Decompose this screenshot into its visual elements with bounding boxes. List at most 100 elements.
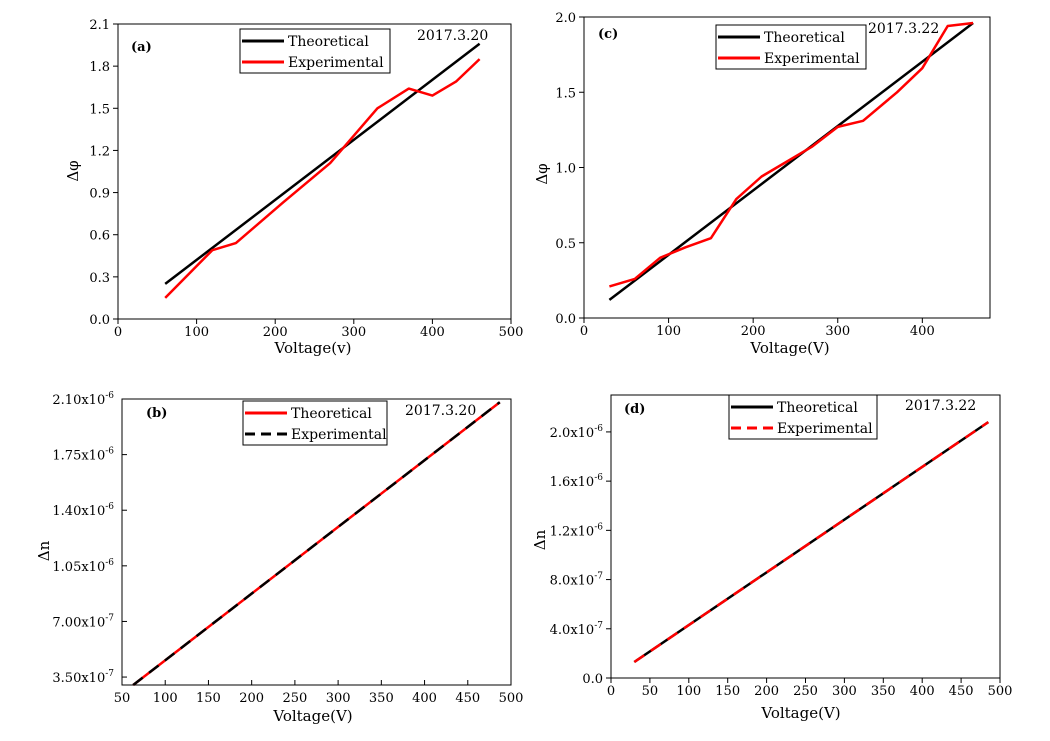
x-tick-label: 200 xyxy=(239,691,264,706)
chart-panel-b: 50 100 150 200 250 300 350 400 450 500 3.50x10-7 7.… xyxy=(35,391,523,725)
x-tick-label: 0 xyxy=(114,325,122,340)
x-tick-label: 200 xyxy=(754,684,779,699)
legend-label-theoretical: Theoretical xyxy=(288,34,369,50)
date-label: 2017.3.20 xyxy=(405,403,476,419)
x-tick-label: 300 xyxy=(832,684,857,699)
x-tick-label: 200 xyxy=(741,324,766,339)
x-tick-label: 100 xyxy=(656,324,681,339)
y-tick-label: 2.0 xyxy=(555,11,576,26)
date-label: 2017.3.22 xyxy=(868,21,939,37)
x-tick-label: 150 xyxy=(715,684,740,699)
x-tick-label: 150 xyxy=(196,691,221,706)
x-axis-title: Voltage(V) xyxy=(749,339,829,357)
legend: Theoretical Experimental xyxy=(242,400,388,446)
legend-box xyxy=(242,400,388,446)
y-tick-label: 3.50x10-7 xyxy=(52,669,114,686)
y-axis-title: Δn xyxy=(531,529,549,550)
legend-box xyxy=(239,28,391,74)
y-tick-label: 1.75x10-6 xyxy=(52,447,114,464)
legend-label-experimental: Experimental xyxy=(777,421,873,437)
plot-frame xyxy=(121,398,512,686)
y-tick-label: 8.0x10-7 xyxy=(550,572,604,589)
series-line-experimental xyxy=(132,401,501,686)
y-tick-label: 0.6 xyxy=(89,229,110,244)
legend-label-experimental: Experimental xyxy=(288,55,384,71)
x-tick-label: 0 xyxy=(580,324,588,339)
x-tick-label: 50 xyxy=(642,684,659,699)
y-tick-label: 1.0 xyxy=(555,162,576,177)
x-axis-title: Voltage(V) xyxy=(272,707,352,725)
date-label: 2017.3.20 xyxy=(417,28,488,44)
panel-label: (d) xyxy=(624,402,645,417)
y-tick-label: 0.0 xyxy=(582,672,603,687)
chart-panel-d: 0 50 100 150 200 250 300 350 400 450 500 0.0 4.0x10-… xyxy=(531,394,1013,722)
x-tick-label: 250 xyxy=(282,691,307,706)
y-tick-label: 0.9 xyxy=(89,187,110,202)
x-axis-title: Voltage(v) xyxy=(274,339,352,357)
x-tick-label: 300 xyxy=(341,325,366,340)
x-tick-label: 250 xyxy=(793,684,818,699)
y-tick-label: 0.5 xyxy=(555,237,576,252)
x-tick-label: 400 xyxy=(412,691,437,706)
y-axis-title: Δn xyxy=(35,540,53,561)
x-tick-label: 450 xyxy=(455,691,480,706)
y-tick-label: 2.10x10-6 xyxy=(52,391,114,408)
x-tick-label: 500 xyxy=(499,691,524,706)
x-axis-title: Voltage(V) xyxy=(760,704,840,722)
y-tick-label: 7.00x10-7 xyxy=(52,613,114,630)
y-tick-label: 1.6x10-6 xyxy=(550,473,604,490)
legend-label-experimental: Experimental xyxy=(764,51,860,67)
y-tick-label: 1.5 xyxy=(555,86,576,101)
chart-panel-a: 0 100 200 300 400 500 0.0 0.3 0.6 0.9 1.2 1.5 1.8 2.1… xyxy=(64,18,523,357)
x-tick-label: 400 xyxy=(910,684,935,699)
y-tick-label: 1.8 xyxy=(89,60,110,75)
x-tick-label: 50 xyxy=(114,691,131,706)
legend: Theoretical Experimental xyxy=(728,394,878,440)
legend-label-theoretical: Theoretical xyxy=(777,400,858,416)
x-tick-label: 100 xyxy=(184,325,209,340)
y-axis-title: Δφ xyxy=(533,163,551,184)
y-tick-label: 1.05x10-6 xyxy=(52,558,114,575)
y-tick-label: 1.5 xyxy=(89,102,110,117)
panel-label: (a) xyxy=(131,40,152,55)
series-line-experimental xyxy=(164,58,481,299)
panel-label: (b) xyxy=(146,406,167,421)
y-tick-label: 0.0 xyxy=(89,313,110,328)
y-tick-label: 1.40x10-6 xyxy=(52,502,114,519)
x-tick-label: 350 xyxy=(871,684,896,699)
x-tick-label: 500 xyxy=(499,325,524,340)
x-tick-label: 400 xyxy=(420,325,445,340)
x-tick-label: 300 xyxy=(326,691,351,706)
x-tick-label: 400 xyxy=(910,324,935,339)
y-tick-label: 2.1 xyxy=(89,18,110,33)
y-tick-label: 0.3 xyxy=(89,271,110,286)
x-tick-label: 450 xyxy=(949,684,974,699)
legend-box xyxy=(715,24,867,70)
legend-label-theoretical: Theoretical xyxy=(764,30,845,46)
x-tick-label: 100 xyxy=(676,684,701,699)
y-tick-label: 0.0 xyxy=(555,312,576,327)
series-line-theoretical xyxy=(164,42,481,285)
y-axis-title: Δφ xyxy=(64,160,82,181)
x-tick-label: 200 xyxy=(263,325,288,340)
y-tick-label: 4.0x10-7 xyxy=(550,621,604,638)
legend-box xyxy=(728,394,878,440)
plot-frame xyxy=(117,23,512,320)
y-tick-label: 2.0x10-6 xyxy=(550,424,604,441)
series-line-experimental xyxy=(633,421,990,664)
series-line-experimental xyxy=(609,21,974,288)
date-label: 2017.3.22 xyxy=(905,398,976,414)
x-tick-label: 100 xyxy=(153,691,178,706)
x-tick-label: 300 xyxy=(825,324,850,339)
legend: Theoretical Experimental xyxy=(239,28,391,74)
x-tick-label: 500 xyxy=(988,684,1013,699)
x-tick-label: 350 xyxy=(369,691,394,706)
panel-label: (c) xyxy=(598,27,618,42)
legend-label-experimental: Experimental xyxy=(291,427,387,443)
legend: Theoretical Experimental xyxy=(715,24,867,70)
legend-label-theoretical: Theoretical xyxy=(291,406,372,422)
chart-panel-c: 0 100 200 300 400 0.0 0.5 1.0 1.5 2.0 Voltage(V) Δφ… xyxy=(533,11,991,357)
y-tick-label: 1.2 xyxy=(89,144,110,159)
x-tick-label: 0 xyxy=(607,684,615,699)
